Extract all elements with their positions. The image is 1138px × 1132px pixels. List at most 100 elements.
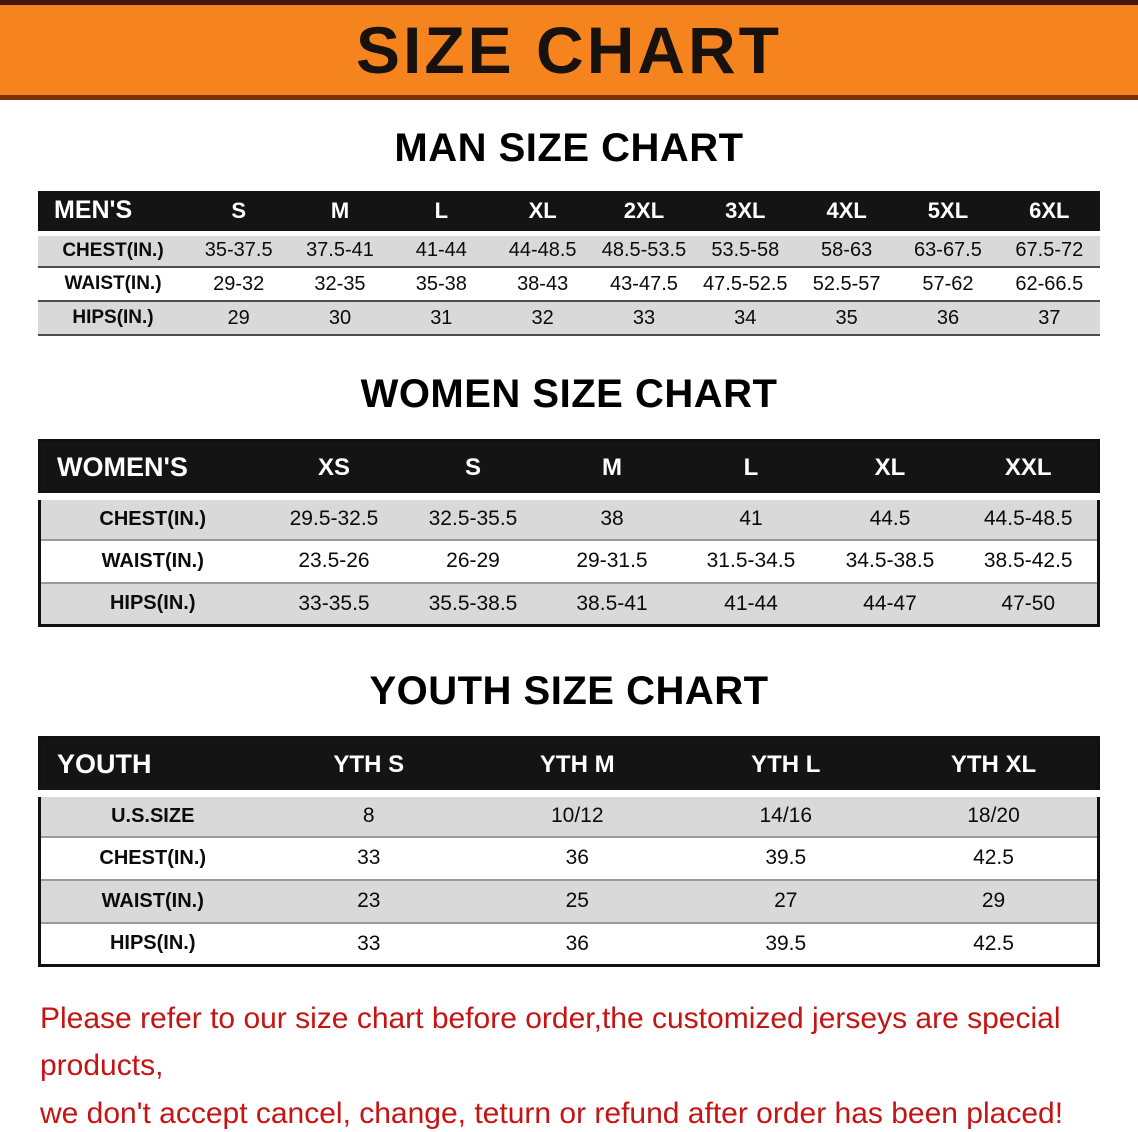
page-title: SIZE CHART xyxy=(356,13,782,87)
measurement-value-cell: 43-47.5 xyxy=(610,272,678,295)
youth-size-table: YOUTH YTH S YTH M YTH L YTH XL U.S.SIZE 8 10/12… xyxy=(38,736,1100,967)
measurement-value-cell: 38 xyxy=(600,507,624,531)
measurement-value-cell: 33 xyxy=(357,846,381,869)
measurement-value-cell: 18/20 xyxy=(967,804,1020,828)
size-header-row: YOUTH YTH S YTH M YTH L YTH XL xyxy=(39,737,1099,797)
measurement-value-cell: 23.5-26 xyxy=(298,549,370,572)
measurement-value-cell: 38.5-41 xyxy=(576,591,648,615)
measurement-row: CHEST(IN.) 29.5-32.5 32.5-35.5 38 41 44.5 44.5… xyxy=(39,496,1099,540)
size-header-cell: L xyxy=(681,440,821,500)
measurement-value-cell: 53.5-58 xyxy=(711,239,780,262)
measurement-label-cell: CHEST(IN.) xyxy=(62,239,164,261)
measurement-value-cell: 29-32 xyxy=(213,272,265,295)
table-title-cell: MEN'S xyxy=(38,191,188,236)
measurement-value-cell: 36 xyxy=(565,846,589,869)
size-header-cell: 3XL xyxy=(694,191,796,236)
measurement-row: CHEST(IN.) 35-37.5 37.5-41 41-44 44-48.5 48.5… xyxy=(38,233,1100,267)
measurement-value-cell: 29 xyxy=(981,889,1006,912)
measurement-value-cell: 62-66.5 xyxy=(1015,272,1084,295)
size-header-cell: S xyxy=(188,191,290,236)
measurement-label-cell: HIPS(IN.) xyxy=(109,932,196,955)
measurement-value-cell: 47.5-52.5 xyxy=(703,272,788,295)
measurement-value-cell: 31.5-34.5 xyxy=(706,549,796,572)
measurement-value-cell: 47-50 xyxy=(1001,591,1056,615)
measurement-row: WAIST(IN.) 29-32 32-35 35-38 38-43 43-47.5 47.… xyxy=(38,267,1100,301)
size-header-cell: XL xyxy=(820,440,960,500)
measurement-row: U.S.SIZE 8 10/12 14/16 18/20 xyxy=(39,793,1099,837)
women-size-section: WOMEN SIZE CHART WOMEN'S XS S M L XL XXL CHEST(… xyxy=(0,372,1138,627)
size-header-cell: XXL xyxy=(959,440,1099,500)
measurement-value-cell: 29-31.5 xyxy=(576,549,648,572)
men-size-section: MAN SIZE CHART MEN'S S M L XL 2XL 3XL 4XL 5XL 6XL… xyxy=(0,126,1138,336)
measurement-value-cell: 33-35.5 xyxy=(298,591,370,615)
measurement-row: HIPS(IN.) 33-35.5 35.5-38.5 38.5-41 41-44 44-… xyxy=(39,582,1099,626)
measurement-value-cell: 41 xyxy=(739,507,763,531)
measurement-value-cell: 34.5-38.5 xyxy=(845,549,935,572)
measurement-row: WAIST(IN.) 23 25 27 29 xyxy=(39,879,1099,923)
measurement-value-cell: 35 xyxy=(835,306,858,329)
measurement-value-cell: 35-37.5 xyxy=(204,239,273,262)
measurement-value-cell: 67.5-72 xyxy=(1015,239,1084,262)
measurement-label-cell: CHEST(IN.) xyxy=(99,507,207,530)
size-header-cell: 6XL xyxy=(998,191,1100,236)
measurement-label-cell: WAIST(IN.) xyxy=(101,549,204,572)
size-header-cell: 5XL xyxy=(897,191,999,236)
measurement-value-cell: 57-62 xyxy=(922,272,974,295)
measurement-value-cell: 34 xyxy=(734,306,757,329)
measurement-value-cell: 23 xyxy=(357,889,381,912)
measurement-value-cell: 58-63 xyxy=(821,239,873,262)
table-title-cell: YOUTH xyxy=(39,737,265,797)
size-header-cell: M xyxy=(542,440,682,500)
measurement-value-cell: 33 xyxy=(357,931,381,955)
measurement-value-cell: 35.5-38.5 xyxy=(428,591,518,615)
measurement-value-cell: 32-35 xyxy=(314,272,366,295)
measurement-value-cell: 25 xyxy=(565,889,589,912)
measurement-value-cell: 8 xyxy=(362,804,375,828)
measurement-value-cell: 63-67.5 xyxy=(914,239,982,262)
banner: SIZE CHART xyxy=(0,0,1138,100)
measurement-value-cell: 35-38 xyxy=(415,272,467,295)
measurement-value-cell: 39.5 xyxy=(765,846,807,869)
men-section-heading: MAN SIZE CHART xyxy=(394,126,744,170)
measurement-value-cell: 10/12 xyxy=(550,804,604,828)
measurement-value-cell: 44.5 xyxy=(869,507,911,531)
women-section-heading: WOMEN SIZE CHART xyxy=(360,372,778,416)
measurement-value-cell: 33 xyxy=(632,306,656,329)
measurement-value-cell: 26-29 xyxy=(446,549,500,572)
measurement-value-cell: 37.5-41 xyxy=(306,239,374,262)
measurement-value-cell: 41-44 xyxy=(415,239,467,262)
measurement-row: CHEST(IN.) 33 36 39.5 42.5 xyxy=(39,836,1099,880)
table-title-cell: WOMEN'S xyxy=(39,440,265,500)
disclaimer-line-2: we don't accept cancel, change, teturn o… xyxy=(40,1096,1064,1130)
measurement-value-cell: 36 xyxy=(565,931,589,955)
measurement-value-cell: 37 xyxy=(1038,306,1061,329)
disclaimer: Please refer to our size chart before or… xyxy=(40,995,1100,1132)
measurement-row: WAIST(IN.) 23.5-26 26-29 29-31.5 31.5-34.5 34… xyxy=(39,539,1099,583)
measurement-value-cell: 32 xyxy=(531,306,554,329)
measurement-value-cell: 14/16 xyxy=(759,804,813,828)
measurement-label-cell: CHEST(IN.) xyxy=(99,846,207,869)
size-header-cell: YTH L xyxy=(681,737,890,797)
measurement-label-cell: WAIST(IN.) xyxy=(64,273,162,294)
measurement-value-cell: 44-48.5 xyxy=(508,239,577,262)
measurement-label-cell: U.S.SIZE xyxy=(111,804,195,827)
measurement-value-cell: 29 xyxy=(227,306,250,329)
women-size-table: WOMEN'S XS S M L XL XXL CHEST(IN.) 29.5-32.5 32.5… xyxy=(38,439,1100,627)
size-header-cell: YTH S xyxy=(264,737,473,797)
measurement-value-cell: 41-44 xyxy=(724,591,778,615)
size-header-cell: 2XL xyxy=(593,191,695,236)
measurement-value-cell: 29.5-32.5 xyxy=(289,507,379,531)
size-header-cell: XL xyxy=(491,191,594,236)
measurement-value-cell: 27 xyxy=(774,889,798,912)
size-header-cell: S xyxy=(403,440,543,500)
measurement-value-cell: 48.5-53.5 xyxy=(601,239,687,262)
size-header-row: WOMEN'S XS S M L XL XXL xyxy=(39,440,1099,500)
measurement-value-cell: 39.5 xyxy=(765,931,807,955)
measurement-value-cell: 44-47 xyxy=(863,591,917,615)
measurement-row: HIPS(IN.) 29 30 31 32 33 34 35 36 37 xyxy=(38,301,1100,335)
size-header-cell: M xyxy=(289,191,391,236)
disclaimer-line-1: Please refer to our size chart before or… xyxy=(40,1002,1061,1083)
measurement-label-cell: HIPS(IN.) xyxy=(109,592,196,615)
measurement-value-cell: 42.5 xyxy=(973,846,1014,869)
